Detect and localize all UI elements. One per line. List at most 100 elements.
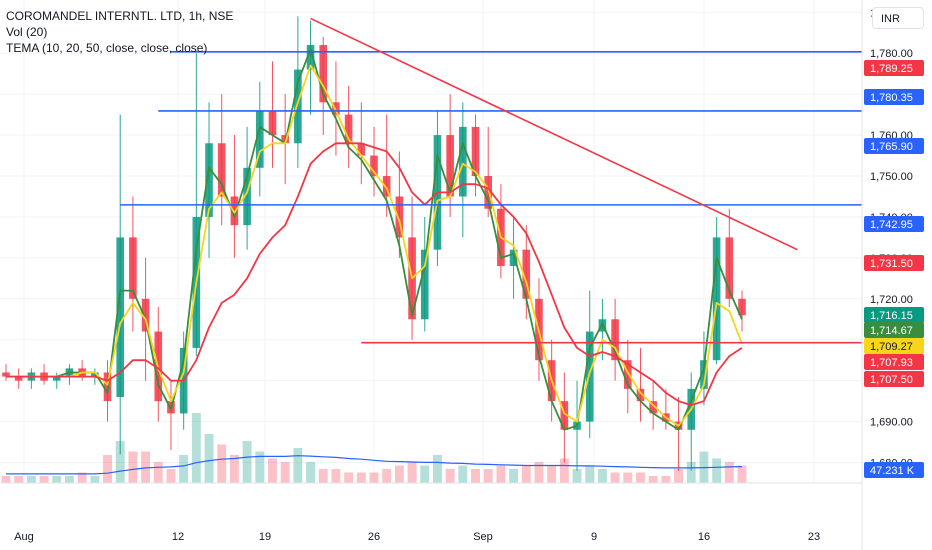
- volume-bar: [191, 413, 201, 483]
- volume-bar: [39, 476, 49, 483]
- volume-bar: [141, 451, 151, 483]
- candle-body: [395, 196, 404, 238]
- volume-bar: [280, 462, 290, 483]
- volume-bar: [242, 441, 252, 483]
- volume-indicator-label[interactable]: Vol (20): [6, 25, 48, 39]
- candle-body: [344, 114, 353, 144]
- trend-line: [310, 17, 798, 251]
- candle-body: [509, 249, 518, 267]
- volume-ma-polyline: [6, 455, 743, 475]
- volume-bar: [483, 469, 493, 483]
- volume-bar: [433, 455, 442, 483]
- volume-bar: [26, 476, 36, 483]
- volume-bar: [52, 476, 62, 483]
- price-badge: [864, 60, 924, 76]
- volume-bar: [90, 476, 100, 483]
- volume-bar: [128, 451, 138, 483]
- volume-bar: [610, 472, 620, 483]
- volume-bar: [661, 476, 671, 483]
- volume-bar: [344, 472, 354, 483]
- volume-bar: [306, 462, 315, 483]
- volume-bar: [623, 472, 633, 483]
- volume-bar: [534, 462, 544, 483]
- candle-body: [306, 45, 315, 70]
- volume-bar: [1, 476, 11, 483]
- price-tick-label: 1,780.00: [870, 48, 913, 60]
- volume-bar: [445, 469, 455, 483]
- price-tick-label: 1,750.00: [870, 171, 913, 183]
- chart-legend: COROMANDEL INTERNTL. LTD, 1h, NSE Vol (2…: [6, 8, 233, 56]
- price-badge-label: 1,709.27: [870, 341, 913, 353]
- time-tick-label: Aug: [14, 531, 34, 543]
- candle-body: [357, 143, 366, 156]
- candle-body: [382, 176, 391, 197]
- volume-bar: [572, 469, 582, 483]
- volume-bar: [407, 462, 417, 483]
- candle-body: [636, 388, 645, 402]
- volume-bar: [471, 469, 480, 483]
- volume-bar: [318, 469, 328, 483]
- price-badge-label: 1,789.25: [870, 63, 913, 75]
- volume-bar: [369, 472, 379, 483]
- volume-bar: [509, 469, 519, 483]
- candle-body: [268, 110, 277, 136]
- volume-bar: [204, 434, 214, 483]
- time-tick-label: 26: [368, 531, 380, 543]
- candle-body: [129, 237, 137, 299]
- tema-lines: [6, 48, 743, 431]
- volume-bar: [737, 465, 747, 483]
- volume-bar: [65, 476, 74, 483]
- volume-bar: [420, 465, 430, 483]
- candle-body: [585, 331, 594, 422]
- currency-button[interactable]: INR: [872, 7, 924, 29]
- time-tick-label: Sep: [473, 531, 493, 543]
- time-axis[interactable]: Aug 12 19 26 Sep 9 16 23: [14, 531, 820, 543]
- volume-ma-line: [6, 455, 743, 475]
- price-badge: [864, 89, 924, 105]
- price-badges: 1,789.25 1,780.35 1,765.90 1,742.95 1,731.50…: [864, 60, 924, 478]
- candle-body: [332, 102, 340, 115]
- volume-bar: [724, 462, 734, 483]
- price-badge-label: 1,780.35: [870, 92, 913, 104]
- price-badge: [864, 138, 924, 154]
- candle-body: [319, 45, 328, 103]
- price-badge-label: 1,765.90: [870, 141, 913, 153]
- candle-body: [446, 135, 454, 197]
- price-badge: [864, 307, 924, 323]
- volume-badge: [864, 462, 924, 478]
- price-tick-label: 1,720.00: [870, 294, 913, 306]
- candle-body: [560, 401, 569, 430]
- candle-body: [484, 176, 493, 209]
- volume-bar: [103, 455, 112, 483]
- volume-bar: [496, 465, 506, 483]
- price-badge-label: 1,716.15: [870, 310, 913, 322]
- price-badge: [864, 322, 924, 338]
- tema-indicator-label[interactable]: TEMA (10, 20, 50, close, close, close): [6, 41, 208, 55]
- volume-bar: [712, 458, 722, 483]
- volume-bar: [268, 458, 277, 483]
- drawings[interactable]: [120, 17, 862, 344]
- volume-bar: [255, 451, 265, 483]
- candle-body: [611, 319, 619, 361]
- candle-body: [2, 372, 10, 377]
- tema-line-3: [6, 142, 743, 407]
- candle-body: [738, 298, 746, 316]
- time-tick-label: 9: [591, 531, 597, 543]
- symbol-title[interactable]: COROMANDEL INTERNTL. LTD, 1h, NSE: [6, 9, 234, 23]
- volume-bar: [686, 462, 696, 483]
- volume-bar: [356, 472, 366, 483]
- price-tick-label: 1,690.00: [870, 417, 913, 429]
- volume-bars: [1, 413, 747, 483]
- time-tick-label: 23: [808, 531, 820, 543]
- candle-body: [230, 196, 239, 226]
- volume-bar: [217, 444, 227, 483]
- candle-body: [471, 126, 480, 177]
- candle-body: [712, 237, 721, 361]
- candle-body: [243, 167, 251, 226]
- price-badge: [864, 216, 924, 232]
- volume-badge-label: 47.231 K: [870, 465, 915, 477]
- volume-bar: [229, 455, 239, 483]
- price-badge-label: 1,742.95: [870, 219, 913, 231]
